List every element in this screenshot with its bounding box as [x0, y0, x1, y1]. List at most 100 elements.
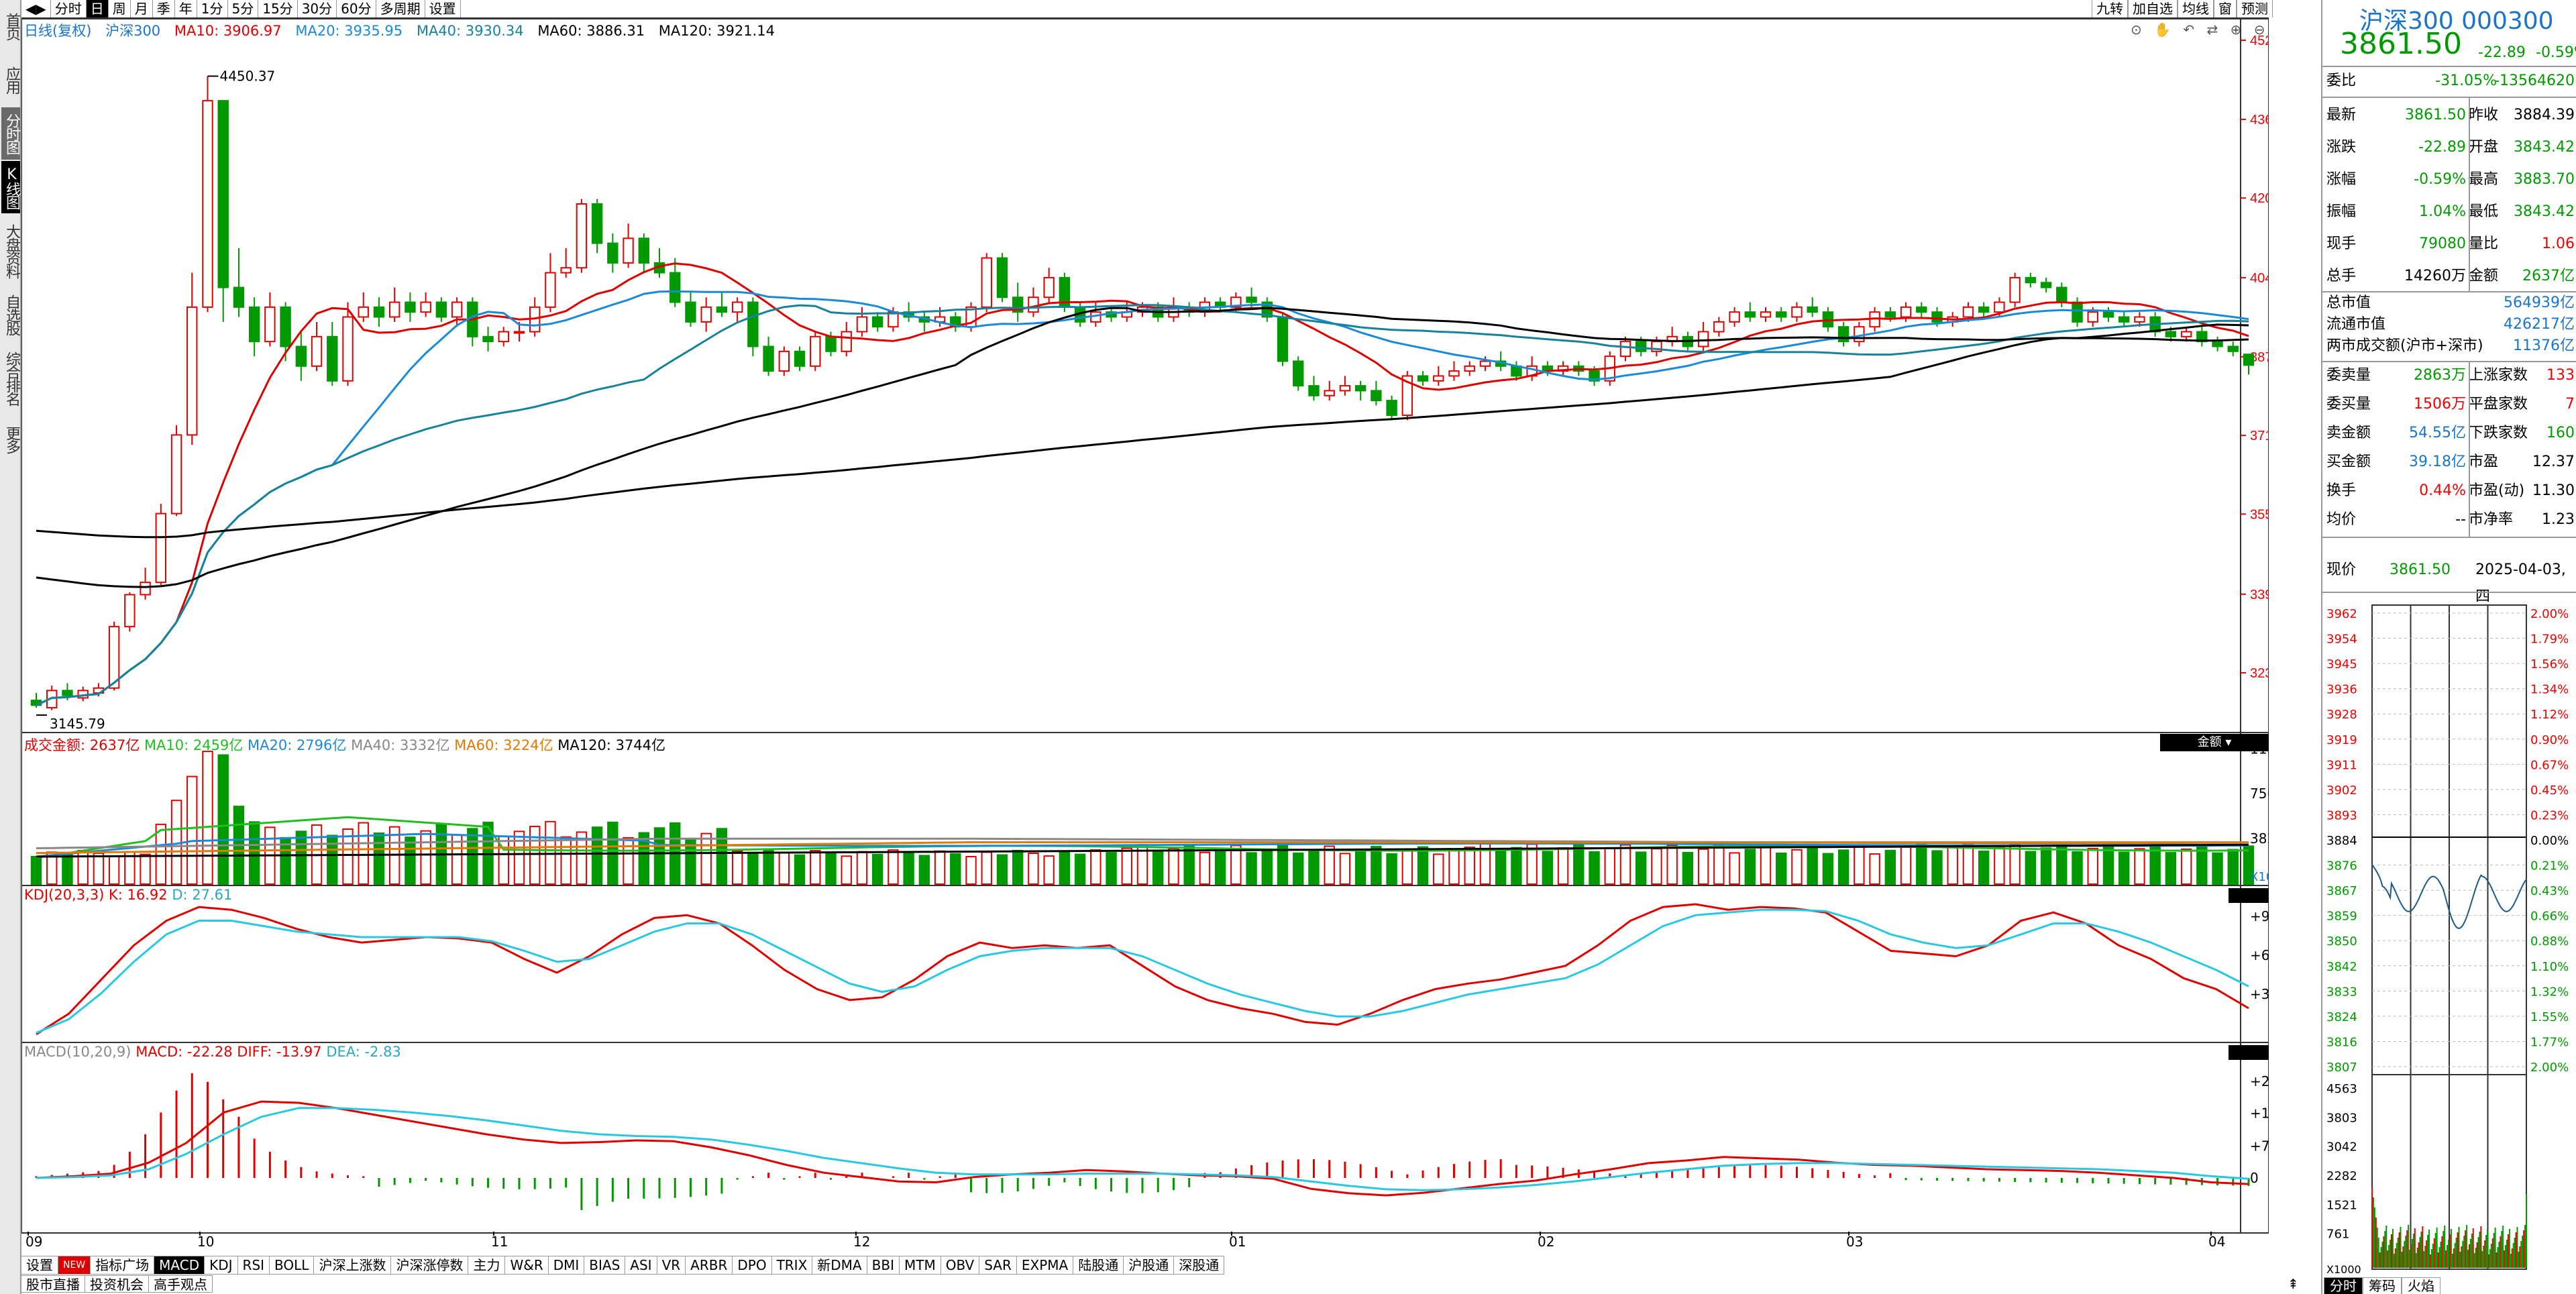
tick-tab-0[interactable]: 分时: [2324, 1277, 2363, 1294]
volume-bar: [1448, 850, 1460, 885]
indicator-tab-7[interactable]: 沪深上涨数: [314, 1256, 392, 1275]
period-tab-7[interactable]: 5分: [228, 0, 259, 17]
right-tool-1[interactable]: 加自选: [2128, 0, 2178, 17]
tick-vol-label-5: 761: [2326, 1228, 2349, 1242]
book-value2-3: 12.37: [2532, 453, 2575, 470]
leftbar-item-2[interactable]: 分时图: [1, 107, 20, 160]
period-tab-10[interactable]: 60分: [337, 0, 376, 17]
indicator-tab-8[interactable]: 沪深涨停数: [391, 1256, 469, 1275]
chart-tools-icons[interactable]: ⊙ ✋ ↶ ⇄ ⊕ ⊖: [2131, 21, 2269, 38]
indicator-tab-25[interactable]: 沪股通: [1124, 1256, 1175, 1275]
tick-vol-label-0: 4563: [2326, 1082, 2357, 1096]
leftbar-item-1[interactable]: 应用: [3, 66, 20, 93]
indicator-tab-21[interactable]: OBV: [941, 1256, 980, 1275]
leftbar-item-4[interactable]: 大盘资料: [3, 224, 20, 278]
news-tab-2[interactable]: 高手观点: [149, 1275, 213, 1293]
nav-arrows-icon[interactable]: ◀▶: [21, 0, 51, 17]
indicator-tab-26[interactable]: 深股通: [1174, 1256, 1225, 1275]
leftbar-item-6[interactable]: 综合排名: [3, 352, 20, 405]
leftbar-item-7[interactable]: 更多: [3, 426, 20, 453]
period-tab-5[interactable]: 年: [175, 0, 197, 17]
indicator-tab-2[interactable]: 指标广场: [91, 1256, 155, 1275]
right-tool-0[interactable]: 九转: [2092, 0, 2128, 17]
intraday-tick-chart[interactable]: 3962 2.00% 3954 1.79% 3945 1.56% 3936 1.34% 3928…: [2325, 598, 2576, 1276]
right-tool-2[interactable]: 均线: [2178, 0, 2214, 17]
tick-tabs: 分时 筹码 火焰: [2324, 1277, 2440, 1294]
leftbar-item-3[interactable]: K线图: [1, 161, 20, 213]
quote-label2-2: 最高: [2469, 171, 2499, 188]
indicator-tab-18[interactable]: 新DMA: [812, 1256, 867, 1275]
indicator-tab-15[interactable]: ARBR: [686, 1256, 733, 1275]
period-tab-4[interactable]: 季: [153, 0, 175, 17]
indicator-tab-13[interactable]: ASI: [625, 1256, 657, 1275]
period-tab-1[interactable]: 日: [86, 0, 109, 17]
indicator-tab-17[interactable]: TRIX: [771, 1256, 813, 1275]
book-value-5: --: [2455, 511, 2466, 528]
period-tab-6[interactable]: 1分: [197, 0, 228, 17]
quote-value2-2: 3883.70: [2514, 171, 2575, 188]
indicator-tab-6[interactable]: BOLL: [270, 1256, 315, 1275]
indicator-tab-19[interactable]: BBI: [867, 1256, 900, 1275]
vol-ma60: MA60: 3224亿: [454, 737, 553, 753]
candle-body: [388, 301, 400, 318]
indicator-tab-5[interactable]: RSI: [237, 1256, 270, 1275]
indicator-tab-22[interactable]: SAR: [979, 1256, 1017, 1275]
volume-bar: [1682, 851, 1694, 885]
tick-tab-1[interactable]: 筹码: [2363, 1277, 2402, 1294]
right-tool-4[interactable]: 预测: [2237, 0, 2273, 17]
tick-left-label-2: 3945: [2326, 657, 2357, 671]
period-tab-12[interactable]: 设置: [425, 0, 461, 17]
indicator-tab-1[interactable]: NEW: [58, 1256, 91, 1275]
volume-bar: [1729, 852, 1740, 885]
tick-tab-2[interactable]: 火焰: [2402, 1277, 2440, 1294]
quote-value-0: 3861.50: [2405, 107, 2466, 123]
indicator-tab-24[interactable]: 陆股通: [1073, 1256, 1124, 1275]
candle-body: [1433, 375, 1444, 382]
indicator-tab-4[interactable]: KDJ: [205, 1256, 238, 1275]
kline-type-label[interactable]: 日线(复权): [24, 23, 92, 39]
right-tool-3[interactable]: 窗: [2214, 0, 2237, 17]
volume-mode-dropdown[interactable]: 金额 ▾: [2160, 734, 2269, 751]
macd-label: MACD(10,20,9): [24, 1044, 131, 1060]
indicator-tab-3[interactable]: MACD: [154, 1256, 205, 1275]
indicator-tab-12[interactable]: BIAS: [584, 1256, 626, 1275]
volume-bar: [888, 849, 899, 885]
candle-body: [1448, 370, 1460, 377]
indicator-tab-16[interactable]: DPO: [733, 1256, 772, 1275]
candle-body: [295, 345, 307, 367]
indicator-tab-9[interactable]: 主力: [468, 1256, 506, 1275]
tick-left-label-6: 3911: [2326, 758, 2357, 772]
leftbar-item-0[interactable]: 首页: [3, 13, 20, 40]
period-tab-8[interactable]: 15分: [258, 0, 298, 17]
volume-bar: [1059, 851, 1071, 885]
pin-icon[interactable]: ⇞: [2288, 1276, 2299, 1292]
period-tab-11[interactable]: 多周期: [376, 0, 425, 17]
news-tab-0[interactable]: 股市直播: [21, 1275, 85, 1293]
tick-right-label-9: 0.00%: [2530, 834, 2569, 848]
volume-bar: [2134, 848, 2145, 885]
indicator-tab-23[interactable]: EXPMA: [1016, 1256, 1074, 1275]
indicator-tab-10[interactable]: W&R: [505, 1256, 549, 1275]
volume-bar: [2165, 852, 2177, 885]
period-tab-9[interactable]: 30分: [298, 0, 337, 17]
news-tab-1[interactable]: 投资机会: [85, 1275, 149, 1293]
x-axis-label-0: 09: [25, 1234, 42, 1250]
leftbar-item-5[interactable]: 自选股: [3, 294, 20, 335]
volume-bar: [1791, 849, 1803, 885]
mv-label-0: 总市值: [2326, 294, 2371, 311]
macd-menu-badge[interactable]: [2229, 1045, 2269, 1060]
indicator-tab-0[interactable]: 设置: [21, 1256, 58, 1275]
period-tab-3[interactable]: 月: [131, 0, 153, 17]
tick-right-label-3: 1.34%: [2530, 683, 2569, 697]
period-tab-0[interactable]: 分时: [51, 0, 87, 17]
indicator-tab-11[interactable]: DMI: [548, 1256, 585, 1275]
tick-right-label-14: 1.10%: [2530, 960, 2569, 974]
price-change: -22.89: [2478, 44, 2526, 61]
period-tab-2[interactable]: 周: [109, 0, 131, 17]
book-label-2: 卖金额: [2326, 425, 2371, 441]
indicator-tab-20[interactable]: MTM: [899, 1256, 941, 1275]
kdj-menu-badge[interactable]: [2229, 888, 2269, 903]
indicator-tab-14[interactable]: VR: [657, 1256, 686, 1275]
volume-bar: [2009, 843, 2021, 885]
